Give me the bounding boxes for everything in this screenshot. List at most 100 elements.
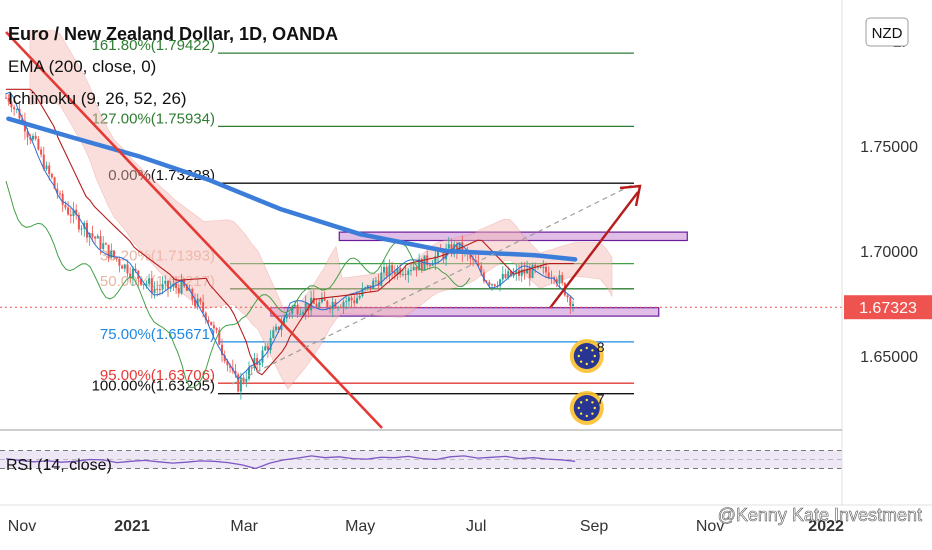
candle-body <box>221 344 223 356</box>
candle-body <box>477 262 480 266</box>
candle-body <box>469 254 472 259</box>
candle-body <box>223 355 226 361</box>
eu-flag-star <box>579 412 583 415</box>
candle-body <box>555 279 558 284</box>
candle-body <box>107 244 110 258</box>
candle-body <box>323 297 326 301</box>
candle-body <box>428 264 431 266</box>
fib-level-label: 38.20%(1.71393) <box>100 248 215 265</box>
candle-body <box>185 286 188 291</box>
candle-body <box>480 265 483 273</box>
candle-body <box>547 272 550 278</box>
candle-body <box>491 284 493 286</box>
candle-body <box>258 362 261 365</box>
candle-body <box>110 250 113 258</box>
fib-level-label: 75.00%(1.65671) <box>100 326 215 343</box>
currency-badge-label: NZD <box>872 25 903 42</box>
candle-body <box>320 297 323 303</box>
candle-body <box>18 108 21 119</box>
candle-body <box>59 193 61 195</box>
eu-flag-star <box>577 406 580 410</box>
ichimoku-tenkan-line <box>5 91 575 381</box>
candle-body <box>26 131 29 138</box>
candle-body <box>256 357 259 365</box>
candle-body <box>23 120 26 132</box>
candle-body <box>148 278 151 284</box>
candle-body <box>482 272 485 282</box>
candle-body <box>401 274 404 276</box>
currency-badge <box>865 17 909 47</box>
eu-flag-star <box>591 360 594 363</box>
candle-body <box>37 138 40 150</box>
candle-body <box>410 270 412 272</box>
candle-body <box>234 370 237 375</box>
candle-body <box>366 285 369 288</box>
candle-body <box>218 330 221 345</box>
candle-body <box>561 275 564 284</box>
candle-body <box>53 177 56 189</box>
candle-body <box>140 278 142 285</box>
candle-body <box>123 264 126 269</box>
candle-body <box>393 271 396 275</box>
candle-body <box>558 275 561 284</box>
candle-body <box>307 303 310 311</box>
time-tick-label: 2021 <box>114 518 150 535</box>
chart-title: Euro / New Zealand Dollar, 1D, OANDA <box>8 24 338 44</box>
eu-flag-star <box>591 412 594 415</box>
candle-body <box>531 264 534 278</box>
candle-body <box>418 259 421 271</box>
watermark-text: @Kenny Kate Investment <box>718 505 922 525</box>
candle-body <box>472 258 475 260</box>
candle-body <box>115 257 118 259</box>
candle-body <box>396 268 399 275</box>
candle-body <box>96 236 99 239</box>
candle-body <box>285 314 288 319</box>
candle-body <box>342 302 345 308</box>
candle-body <box>229 365 232 368</box>
candle-body <box>385 266 388 276</box>
candle-body <box>194 299 196 307</box>
candle-body <box>391 265 394 272</box>
candle-body <box>507 271 510 278</box>
candle-body <box>242 377 245 382</box>
candle-body <box>237 374 240 392</box>
time-tick-label: 2022 <box>808 518 844 535</box>
fib-level-label: 100.00%(1.63205) <box>92 378 215 395</box>
candle-body <box>380 272 383 286</box>
candle-body <box>266 346 269 351</box>
candle-body <box>523 269 526 274</box>
candle-body <box>331 301 334 310</box>
candle-body <box>499 279 502 287</box>
candle-body <box>404 274 407 276</box>
candle-body <box>539 265 542 268</box>
candle-body <box>40 149 43 155</box>
ichimoku-cloud <box>29 30 613 390</box>
time-tick-label: Jul <box>466 518 486 535</box>
eu-flag-star <box>585 414 588 418</box>
candle-body <box>488 282 491 286</box>
candle-body <box>520 269 523 276</box>
candle-body <box>250 367 253 369</box>
candle-body <box>34 135 37 139</box>
candle-body <box>113 250 115 258</box>
time-tick-label: Mar <box>230 518 258 535</box>
eu-flag-star <box>585 346 588 350</box>
candle-body <box>407 270 410 275</box>
price-tick-label: 1.75000 <box>860 139 918 156</box>
rsi-line <box>5 455 576 470</box>
candle-body <box>383 266 385 273</box>
candle-body <box>455 244 458 252</box>
candle-body <box>175 283 178 288</box>
fib-level-label: 127.00%(1.75934) <box>92 110 215 127</box>
ichimoku-kijun-line <box>6 88 574 376</box>
candle-body <box>420 259 423 271</box>
fib-level-label: 161.80%(1.79422) <box>92 37 215 54</box>
candle-body <box>377 280 380 286</box>
candle-body <box>269 337 272 351</box>
candle-body <box>212 325 215 329</box>
candle-body <box>99 236 102 249</box>
candle-body <box>134 268 137 271</box>
candle-body <box>91 233 94 237</box>
